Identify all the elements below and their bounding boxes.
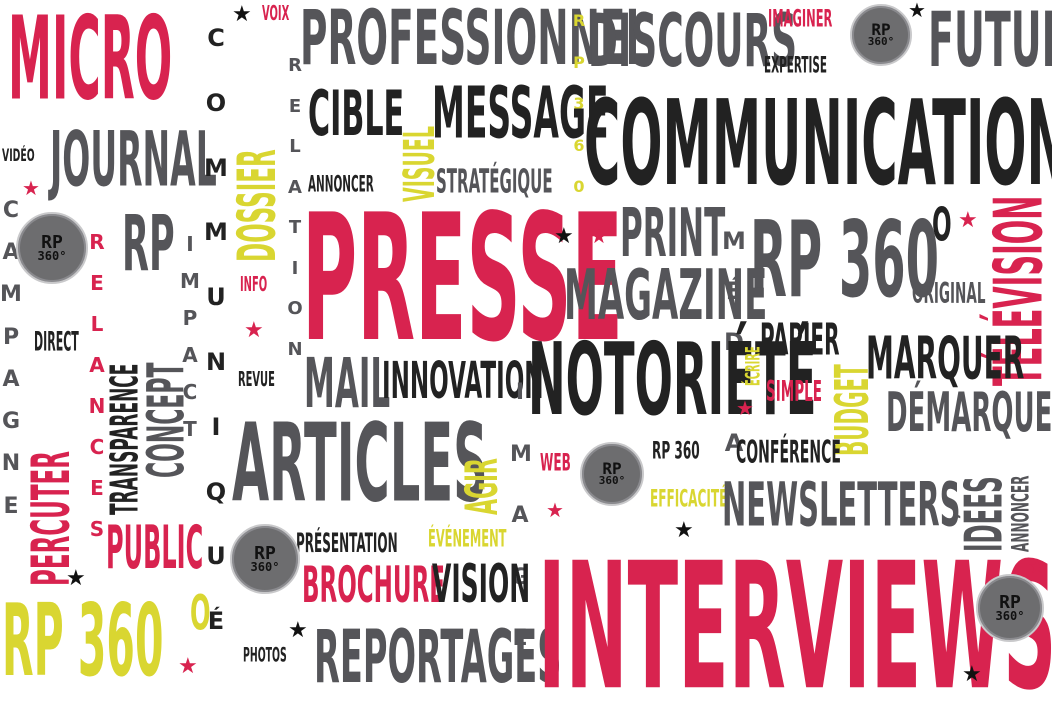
word-photos: PHOTOS [243,643,287,667]
word-voix: VOIX [262,1,290,26]
star-icon: ★ [958,208,978,233]
word-marquer: MARQUER [866,324,1025,393]
word-rp360-vertical: R P 3 6 0 [572,11,586,197]
star-icon: ★ [736,396,754,420]
star-icon: ★ [962,662,982,687]
star-icon: ★ [908,0,926,22]
word-rp: RP [122,198,175,289]
star-icon: ★ [288,618,308,643]
rp360-logo-badge: RP 360° [580,442,644,506]
word-presentation: PRÉSENTATION [296,527,398,559]
word-micro: MICRO [8,0,173,126]
star-icon: ★ [22,176,40,200]
word-newsletters: NEWSLETTERS [722,468,961,541]
word-info: INFO [240,272,268,297]
word-concept: CONCEPT [137,362,197,478]
word-cible: CIBLE [308,76,405,151]
word-communication: COMMUNICATION [584,74,1052,212]
star-icon: ★ [66,566,86,591]
word-o-right: O [932,197,952,252]
word-percuter: PERCUTER [19,451,82,586]
word-agir: AGIR [456,458,509,515]
word-annoncer: ANNONCER [308,170,374,198]
word-print: PRINT [620,193,726,273]
word-o: O [190,585,211,642]
word-conference: CONFÉRENCE [736,433,841,470]
rp360-logo-badge: RP 360° [230,524,300,594]
word-message: MESSAGE [432,71,609,155]
word-notoriete: NOTORIÉTÉ [528,321,817,438]
word-public: PUBLIC [106,513,204,583]
word-magazine: MAGAZINE [564,255,768,337]
star-icon: ★ [1028,554,1046,578]
word-impact: I M P A C T [180,232,200,441]
word-original: ORIGINAL [912,277,986,311]
word-strategique: STRATÉGIQUE [436,162,553,202]
word-professionnel: PROFESSIONNEL [300,0,650,82]
word-discours: DISCOURS [588,0,798,84]
word-brochure: BROCHURE [302,555,446,614]
star-icon: ★ [546,498,564,522]
word-efficacite: EFFICACITÉ [650,485,728,514]
word-relation: R E L A T I O N [287,55,303,360]
word-dossier: DOSSIER [225,149,288,262]
word-rp360-small: RP 360 [652,437,700,466]
star-icon: ★ [674,518,694,543]
word-evenement: ÉVÉNEMENT [428,525,507,554]
word-campagne: C A M P A G N E [0,198,22,519]
word-relances: R E L A N C E S [88,230,106,541]
word-mail: MAIL [304,343,391,424]
word-innovation: INNOVATION [382,351,544,411]
rp360-logo-badge: RP 360° [850,4,912,66]
word-expertise: EXPERTISE [764,51,827,79]
word-web: WEB [540,449,571,478]
word-interviews: INTERVIEWS [538,525,1052,704]
word-demarquer: DÉMARQUER [886,381,1052,445]
star-icon: ★ [178,654,198,679]
word-image: I M A G E [510,380,532,652]
star-icon: ★ [244,318,264,343]
word-communique: C O M M U N I Q U É [204,24,228,636]
word-articles: ARTICLES [232,400,488,527]
star-icon: ★ [232,2,252,27]
star-icon: ★ [590,224,608,248]
word-presse: PRESSE [302,178,623,381]
word-journal: JOURNAL [50,115,217,204]
word-simple: SIMPLE [766,375,822,409]
word-budget: BUDGET [826,364,880,456]
word-rp360-big: RP 360 [2,583,164,700]
word-rp360-mid: RP 360 [750,198,940,322]
word-transparence: TRANSPARENCE [102,363,148,515]
word-reportages: REPORTAGES [314,613,562,700]
word-revue: REVUE [238,367,275,392]
word-imaginer: IMAGINER [768,5,833,34]
word-media: M É D I A [722,227,746,457]
star-icon: ★ [554,224,574,249]
word-papier: PAPIER [760,314,840,366]
word-direct: DIRECT [34,327,79,358]
word-vision: VISION [432,553,531,615]
word-video: VIDÉO [2,145,35,166]
word-futur: FUTUR [928,0,1052,84]
rp360-logo-badge: RP 360° [976,574,1044,642]
rp360-logo-badge: RP 360° [16,212,88,284]
